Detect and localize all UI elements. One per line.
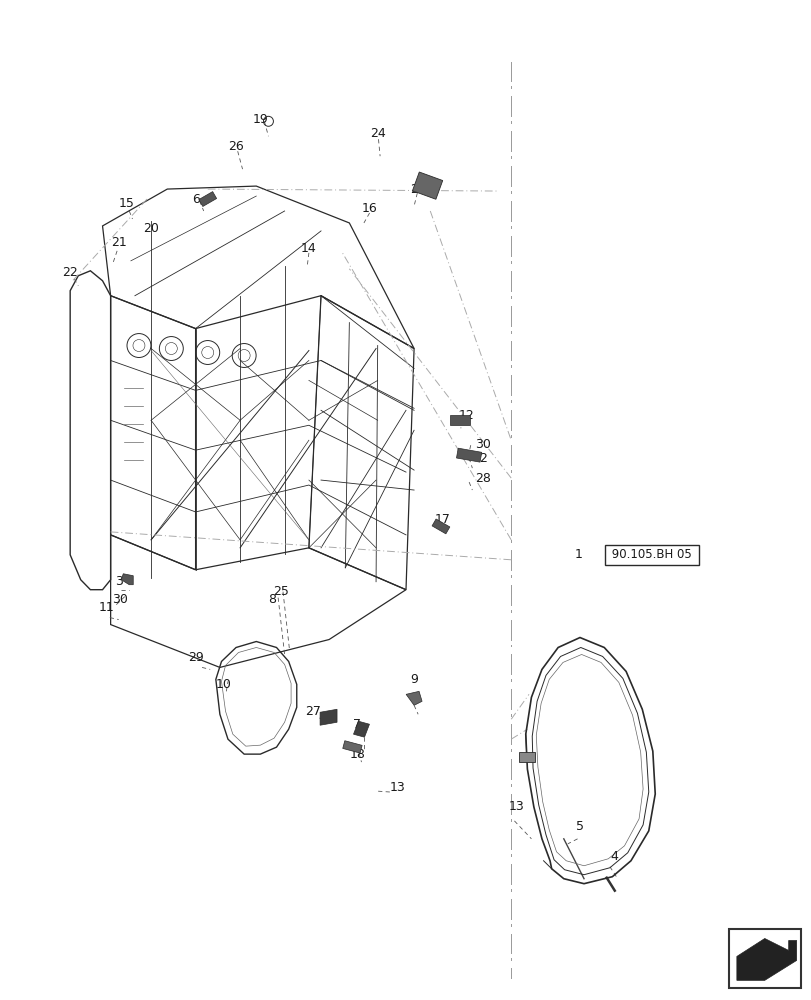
Polygon shape [736, 938, 796, 980]
Text: 13: 13 [389, 781, 406, 794]
Text: 29: 29 [187, 651, 204, 664]
Text: 9: 9 [410, 673, 418, 686]
Bar [412, 172, 442, 199]
Text: 14: 14 [301, 242, 316, 255]
Text: 30: 30 [474, 438, 490, 451]
Bar [199, 192, 217, 206]
Bar [518, 752, 534, 762]
Text: 16: 16 [361, 202, 377, 215]
Text: 19: 19 [252, 113, 268, 126]
Text: 4: 4 [609, 850, 617, 863]
Text: 22: 22 [62, 266, 78, 279]
Text: 6: 6 [191, 193, 200, 206]
Text: 2: 2 [478, 452, 487, 465]
Text: 5: 5 [575, 820, 583, 833]
Text: 17: 17 [434, 513, 450, 526]
Text: 13: 13 [508, 800, 524, 813]
Text: 25: 25 [272, 585, 288, 598]
Text: 27: 27 [305, 705, 320, 718]
Text: 23: 23 [410, 183, 426, 196]
Text: 7: 7 [353, 718, 361, 731]
Text: 10: 10 [216, 678, 232, 691]
Text: 21: 21 [111, 236, 127, 249]
Text: 24: 24 [369, 127, 385, 140]
Text: 1: 1 [573, 548, 581, 561]
Text: 30: 30 [112, 593, 128, 606]
Bar [728, 929, 800, 988]
Text: 26: 26 [228, 140, 243, 153]
Polygon shape [406, 691, 422, 705]
Bar [456, 448, 481, 462]
Text: 20: 20 [143, 222, 159, 235]
Polygon shape [353, 721, 369, 737]
Text: 15: 15 [118, 197, 135, 210]
Polygon shape [320, 709, 337, 725]
Text: 12: 12 [458, 409, 474, 422]
Polygon shape [449, 415, 469, 425]
Text: 8: 8 [268, 593, 276, 606]
Text: 11: 11 [99, 601, 114, 614]
Text: 3: 3 [114, 575, 122, 588]
Polygon shape [121, 574, 133, 585]
Text: 18: 18 [349, 748, 365, 761]
Text: 28: 28 [474, 472, 490, 485]
Bar [431, 519, 449, 534]
Bar [342, 741, 362, 753]
Text: 90.105.BH 05: 90.105.BH 05 [607, 548, 695, 561]
